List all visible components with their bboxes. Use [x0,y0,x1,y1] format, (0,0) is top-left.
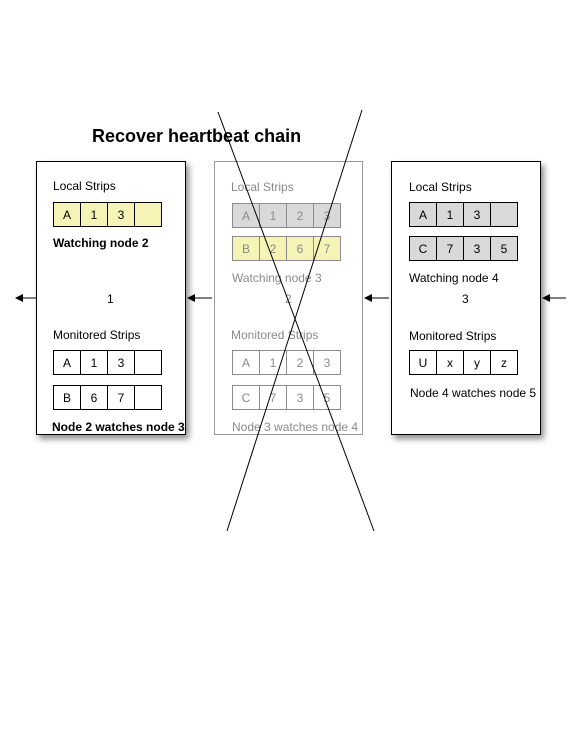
monitored-strip: U x y z [409,350,518,375]
strip-cell: 2 [259,236,287,261]
strip-cell: 6 [286,236,314,261]
strip-cell: 5 [490,236,518,261]
watching-label: Watching node 4 [409,271,499,285]
strip-cell: C [232,385,260,410]
strip-cell: 3 [463,202,491,227]
strip-cell: 7 [313,236,341,261]
strip-cell: C [409,236,437,261]
strip-cell [134,202,162,227]
strip-cell: 7 [436,236,464,261]
monitored-strip: C 7 3 5 [232,385,341,410]
local-strip: A 1 2 3 [232,203,341,228]
strip-cell: 3 [286,385,314,410]
node-number: 3 [462,292,469,306]
local-strip: B 2 6 7 [232,236,341,261]
monitored-strips-label: Monitored Strips [409,329,497,343]
local-strips-label: Local Strips [53,179,116,193]
node-number: 1 [107,292,114,306]
strip-cell [134,350,162,375]
strip-cell: 1 [80,350,108,375]
strip-cell: 3 [107,202,135,227]
strip-cell: 3 [463,236,491,261]
strip-cell: U [409,350,437,375]
strip-cell: 1 [436,202,464,227]
strip-cell: 7 [259,385,287,410]
strip-cell: A [232,350,260,375]
strip-cell: 3 [107,350,135,375]
node-4-box: Local Strips A 1 3 C 7 3 5 Watching node… [391,161,541,435]
strip-cell: 1 [80,202,108,227]
strip-cell: 2 [286,350,314,375]
strip-cell: A [53,350,81,375]
strip-cell: y [463,350,491,375]
node-number: 2 [285,292,292,306]
local-strips-label: Local Strips [231,180,294,194]
watches-label: Node 2 watches node 3 [52,420,185,434]
diagram-title: Recover heartbeat chain [92,126,302,146]
strip-cell [134,385,162,410]
strip-cell: 3 [313,203,341,228]
watching-label: Watching node 2 [53,236,149,250]
local-strip: C 7 3 5 [409,236,518,261]
strip-cell: B [232,236,260,261]
strip-cell: B [53,385,81,410]
strip-cell: A [53,202,81,227]
strip-cell: 1 [259,203,287,228]
strip-cell [490,202,518,227]
local-strip: A 1 3 [409,202,518,227]
monitored-strips-label: Monitored Strips [231,328,319,342]
monitored-strip: A 1 3 [53,350,162,375]
watches-label: Node 4 watches node 5 [410,386,537,400]
strip-cell: 7 [107,385,135,410]
monitored-strip: B 6 7 [53,385,162,410]
monitored-strips-label: Monitored Strips [53,328,141,342]
strip-cell: A [409,202,437,227]
strip-cell: A [232,203,260,228]
strip-cell: 5 [313,385,341,410]
strip-cell: 6 [80,385,108,410]
watches-label: Node 3 watches node 4 [232,420,359,434]
local-strips-label: Local Strips [409,180,472,194]
monitored-strip: A 1 2 3 [232,350,341,375]
node-3-box: Local Strips A 1 2 3 B 2 6 7 Watching no… [214,161,363,435]
strip-cell: 1 [259,350,287,375]
local-strip: A 1 3 [53,202,162,227]
node-2-box: Local Strips A 1 3 Watching node 2 1 Mon… [36,161,186,435]
strip-cell: 2 [286,203,314,228]
watching-label: Watching node 3 [232,271,322,285]
strip-cell: 3 [313,350,341,375]
strip-cell: z [490,350,518,375]
strip-cell: x [436,350,464,375]
